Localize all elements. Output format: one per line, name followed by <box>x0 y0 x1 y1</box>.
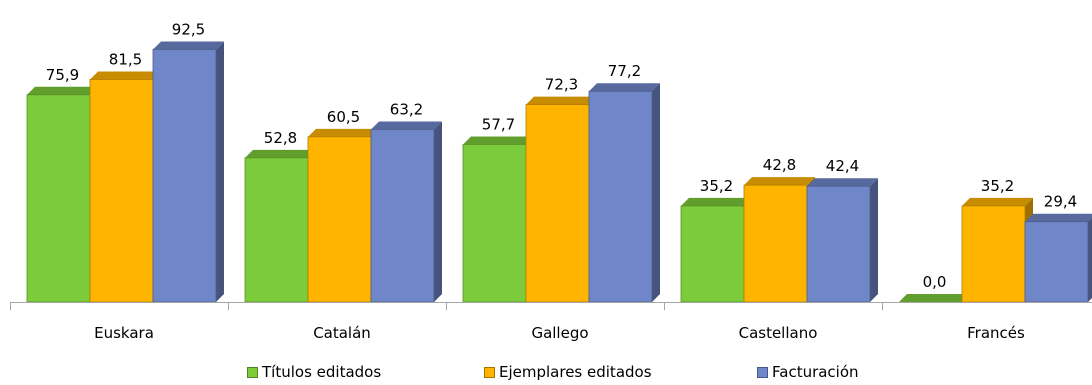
data-label-ejemplares-editados-catalan: 60,5 <box>327 108 360 126</box>
bar-top <box>526 96 597 105</box>
category-label-castellano: Castellano <box>739 324 818 342</box>
data-label-titulos-editados-euskara: 75,9 <box>46 66 79 84</box>
data-label-ejemplares-editados-gallego: 72,3 <box>545 76 578 94</box>
data-label-titulos-editados-gallego: 57,7 <box>482 115 515 133</box>
legend-label-titulos: Títulos editados <box>262 363 382 381</box>
bar-front <box>26 94 91 303</box>
bar-top <box>899 294 970 302</box>
bar-front <box>307 136 372 303</box>
bar-front <box>89 79 154 303</box>
legend-swatch-facturacion <box>757 366 768 378</box>
legend-item-titulos: Títulos editados <box>247 363 381 381</box>
bar-side <box>652 83 660 302</box>
data-label-facturacion-catalan: 63,2 <box>390 100 423 118</box>
legend-item-facturacion: Facturación <box>757 363 859 381</box>
bar-ejemplares-editados-frances <box>961 197 1033 303</box>
bar-side <box>870 178 878 302</box>
category-label-euskara: Euskara <box>94 324 154 342</box>
data-label-facturacion-gallego: 77,2 <box>608 62 641 80</box>
data-label-facturacion-euskara: 92,5 <box>172 20 205 38</box>
bar-front <box>1024 221 1089 303</box>
bar-ejemplares-editados-castellano <box>743 177 815 303</box>
bar-top <box>681 197 752 206</box>
bar-side <box>1088 217 1092 302</box>
data-label-ejemplares-editados-frances: 35,2 <box>981 177 1014 195</box>
category-label-frances: Francés <box>967 324 1025 342</box>
bar-ejemplares-editados-euskara <box>89 71 161 303</box>
bar-top <box>90 71 161 80</box>
data-label-titulos-editados-castellano: 35,2 <box>700 177 733 195</box>
bar-facturacion-castellano <box>806 178 878 303</box>
bar-top <box>807 178 878 187</box>
bar-top <box>744 177 815 186</box>
bar-front <box>152 49 217 303</box>
data-label-titulos-editados-catalan: 52,8 <box>264 129 297 147</box>
legend-item-ejemplares: Ejemplares editados <box>484 363 652 381</box>
bar-facturacion-frances <box>1024 213 1092 303</box>
bar-top <box>27 86 98 95</box>
bar-front <box>806 185 871 303</box>
bar-titulos-editados-castellano <box>680 197 752 303</box>
bar-front <box>244 157 309 303</box>
category-label-gallego: Gallego <box>531 324 588 342</box>
x-axis <box>10 302 1092 310</box>
bar-top <box>463 136 534 145</box>
bar-front <box>588 90 653 303</box>
data-label-facturacion-frances: 29,4 <box>1044 193 1077 211</box>
data-labels-layer: 75,9 81,5 92,5 52,8 60,5 63,2 57,7 72,3 77,2 35,2… <box>46 20 1077 291</box>
bar-top <box>245 149 316 158</box>
bar-front <box>370 129 435 303</box>
bar-titulos-editados-frances <box>899 294 970 302</box>
bar-front <box>743 184 808 303</box>
data-label-titulos-editados-frances: 0,0 <box>923 273 947 291</box>
legend: Títulos editados Ejemplares editados Fac… <box>0 363 1092 385</box>
bar-ejemplares-editados-gallego <box>525 96 597 303</box>
bar-top <box>153 41 224 50</box>
bar-titulos-editados-gallego <box>462 136 534 303</box>
bar-top <box>589 83 660 92</box>
bar-side <box>434 121 442 303</box>
legend-label-facturacion: Facturación <box>772 363 859 381</box>
bar-front <box>961 205 1026 303</box>
bar-titulos-editados-catalan <box>244 149 316 303</box>
bar-ejemplares-editados-catalan <box>307 128 379 303</box>
bar-top <box>1025 213 1092 222</box>
data-label-ejemplares-editados-euskara: 81,5 <box>109 51 142 69</box>
bar-top <box>308 128 379 137</box>
bar-front <box>462 144 527 303</box>
data-label-facturacion-castellano: 42,4 <box>826 157 859 175</box>
legend-label-ejemplares: Ejemplares editados <box>499 363 652 381</box>
bar-front <box>680 205 745 303</box>
legend-swatch-ejemplares <box>484 366 495 378</box>
bar-facturacion-catalan <box>370 121 442 303</box>
bar-top <box>962 197 1033 206</box>
bar-chart: 75,9 81,5 92,5 52,8 60,5 63,2 57,7 72,3 77,2 35,2… <box>10 20 1092 342</box>
data-label-ejemplares-editados-castellano: 42,8 <box>763 156 796 174</box>
bar-top <box>371 121 442 130</box>
legend-swatch-titulos <box>247 366 258 378</box>
bar-facturacion-euskara <box>152 41 224 303</box>
bar-side <box>216 41 224 302</box>
bar-titulos-editados-euskara <box>26 86 98 303</box>
category-label-catalan: Catalán <box>313 324 371 342</box>
category-labels-layer: Euskara Catalán Gallego Castellano Francés <box>94 324 1025 342</box>
bar-front <box>525 104 590 303</box>
bar-facturacion-gallego <box>588 83 660 303</box>
